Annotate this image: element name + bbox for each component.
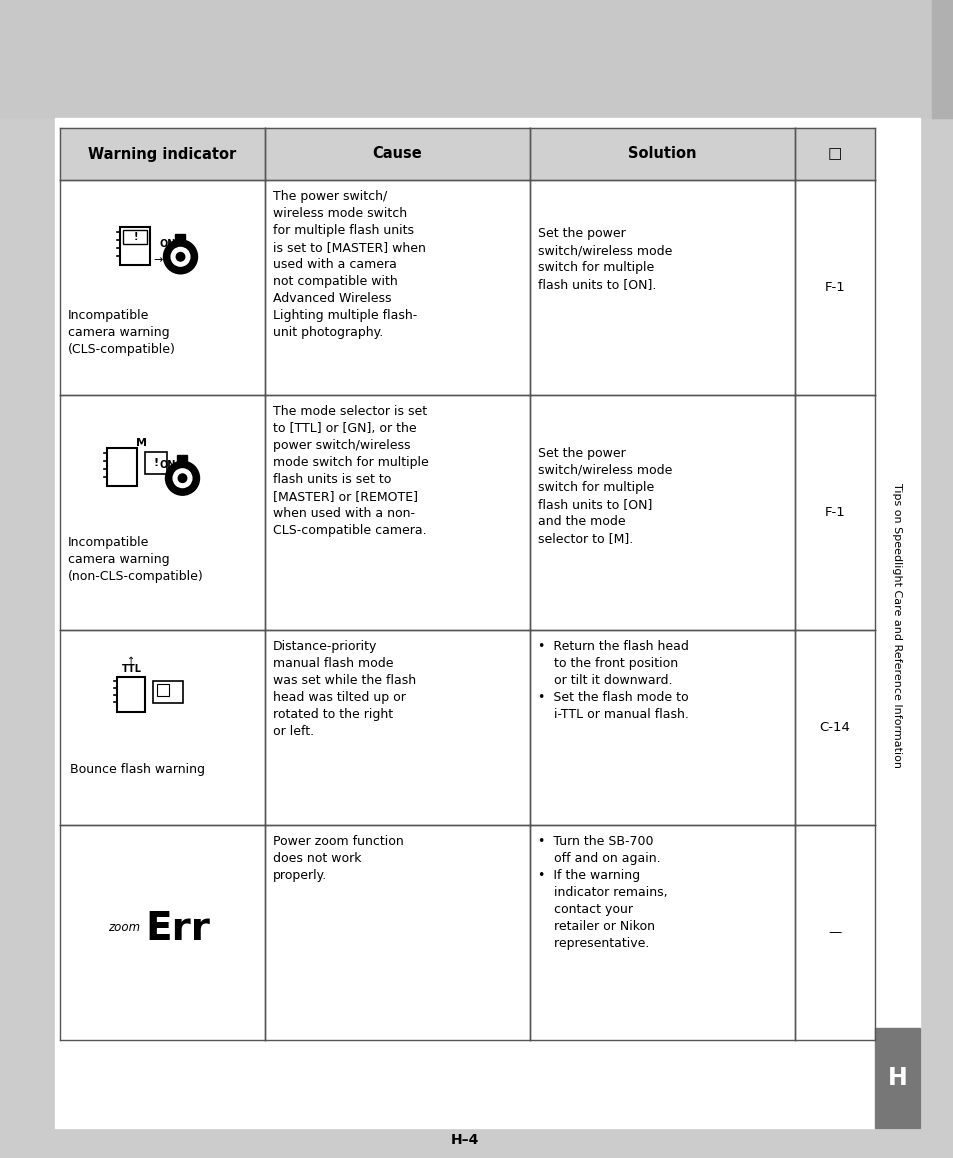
Text: F-1: F-1 [823, 506, 844, 519]
Text: →: → [153, 255, 163, 265]
Text: Warning indicator: Warning indicator [89, 147, 236, 161]
Bar [874, 118, 919, 1128]
Bar [60, 395, 874, 630]
Text: !: ! [133, 232, 137, 242]
Text: Err: Err [145, 910, 210, 948]
Bar [108, 448, 137, 486]
Text: H: H [886, 1067, 906, 1090]
Circle shape [176, 252, 185, 261]
Text: The mode selector is set
to [TTL] or [GN], or the
power switch/wireless
mode swi: The mode selector is set to [TTL] or [GN… [273, 405, 428, 537]
Text: C-14: C-14 [819, 721, 849, 734]
Text: Incompatible
camera warning
(CLS-compatible): Incompatible camera warning (CLS-compati… [68, 309, 175, 356]
Text: ON: ON [159, 239, 175, 249]
Text: H–4: H–4 [451, 1133, 478, 1148]
Bar [931, 0, 953, 118]
Bar [146, 453, 168, 474]
Bar [874, 1028, 919, 1128]
Bar [874, 0, 953, 118]
Text: Solution: Solution [628, 147, 696, 161]
Text: Cause: Cause [373, 147, 422, 161]
Bar [60, 630, 874, 824]
Text: Tips on Speedlight Care and Reference Information: Tips on Speedlight Care and Reference In… [892, 483, 902, 768]
Text: zoom: zoom [109, 921, 140, 935]
Bar [60, 179, 874, 395]
Circle shape [171, 248, 190, 266]
Bar [55, 118, 874, 1128]
Bar [153, 681, 183, 703]
Text: Set the power
switch/wireless mode
switch for multiple
flash units to [ON]
and t: Set the power switch/wireless mode switc… [537, 447, 672, 544]
Bar [157, 684, 170, 696]
Circle shape [163, 240, 197, 273]
Bar [60, 129, 874, 179]
Text: !: ! [166, 688, 171, 697]
Text: •  Turn the SB-700
    off and on again.
•  If the warning
    indicator remains: • Turn the SB-700 off and on again. • If… [537, 835, 667, 950]
Text: Power zoom function
does not work
properly.: Power zoom function does not work proper… [273, 835, 403, 882]
Bar [117, 677, 146, 712]
Text: Incompatible
camera warning
(non-CLS-compatible): Incompatible camera warning (non-CLS-com… [68, 536, 204, 582]
Text: ↑: ↑ [128, 657, 135, 666]
Text: Set the power
switch/wireless mode
switch for multiple
flash units to [ON].: Set the power switch/wireless mode switc… [537, 227, 672, 292]
Text: ON: ON [159, 460, 175, 470]
Text: M: M [136, 438, 147, 448]
Bar [60, 824, 874, 1040]
Circle shape [172, 469, 192, 488]
Bar [0, 0, 953, 118]
Text: Distance-priority
manual flash mode
was set while the flash
head was tilted up o: Distance-priority manual flash mode was … [273, 640, 416, 738]
Text: TTL: TTL [121, 665, 141, 674]
Bar [120, 227, 151, 265]
Text: •  Return the flash head
    to the front position
    or tilt it downward.
•  S: • Return the flash head to the front pos… [537, 640, 688, 721]
Circle shape [165, 461, 199, 496]
Text: F-1: F-1 [823, 281, 844, 294]
Bar [177, 455, 188, 462]
Text: !: ! [153, 459, 159, 468]
Text: □: □ [827, 147, 841, 161]
Text: Bounce flash warning: Bounce flash warning [70, 763, 205, 776]
Bar [175, 234, 185, 241]
Text: —: — [827, 926, 841, 939]
Circle shape [178, 474, 187, 483]
Bar [123, 229, 148, 244]
Text: The power switch/
wireless mode switch
for multiple flash units
is set to [MASTE: The power switch/ wireless mode switch f… [273, 190, 425, 339]
